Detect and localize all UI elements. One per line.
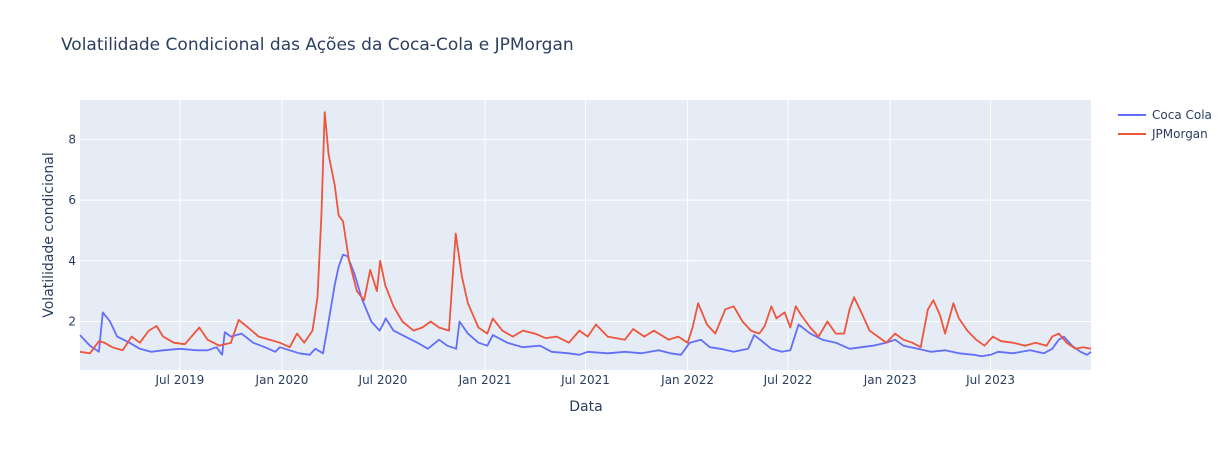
y-tick-label: 4 — [68, 254, 76, 268]
x-tick-label: Jul 2023 — [965, 373, 1015, 387]
x-axis-ticks: Jul 2019 Jan 2020 Jul 2020 Jan 2021 Jul 2021… — [154, 373, 1015, 387]
legend-item-label: JPMorgan — [1151, 127, 1208, 141]
x-tick-label: Jan 2021 — [458, 373, 512, 387]
y-tick-label: 8 — [68, 132, 76, 146]
chart-title: Volatilidade Condicional das Ações da Co… — [61, 35, 574, 55]
legend-item-label: Coca Cola — [1152, 108, 1212, 122]
y-tick-label: 2 — [68, 314, 76, 328]
x-tick-label: Jul 2020 — [358, 373, 408, 387]
legend: Coca Cola JPMorgan — [1118, 108, 1212, 141]
gridlines — [80, 100, 1091, 370]
x-tick-label: Jan 2022 — [660, 373, 714, 387]
x-tick-label: Jul 2021 — [560, 373, 610, 387]
series-line-coca-cola — [79, 253, 1092, 358]
x-axis-label: Data — [569, 399, 602, 415]
x-tick-label: Jul 2019 — [154, 373, 204, 387]
y-tick-label: 6 — [68, 193, 76, 207]
x-tick-label: Jan 2020 — [255, 373, 309, 387]
y-axis-label: Volatilidade condicional — [41, 152, 57, 318]
x-tick-label: Jan 2023 — [863, 373, 917, 387]
series-lines — [79, 111, 1092, 358]
x-tick-label: Jul 2022 — [763, 373, 813, 387]
series-line-jpmorgan — [79, 111, 1092, 355]
y-axis-ticks: 2 4 6 8 — [68, 132, 76, 328]
